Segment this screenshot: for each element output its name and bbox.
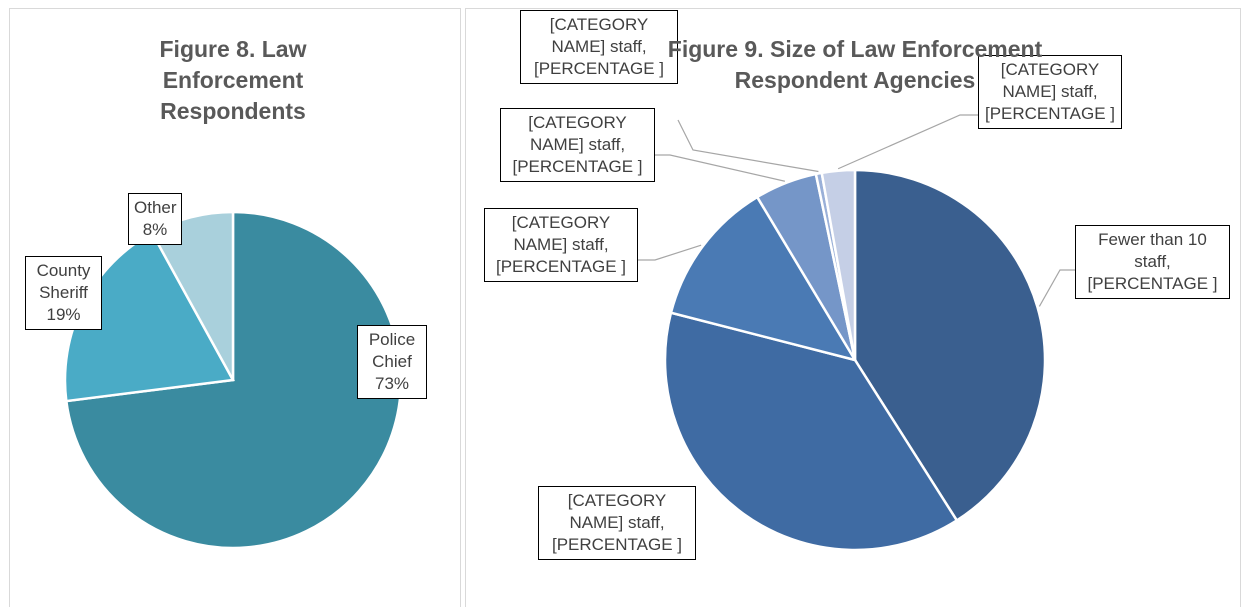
chart-title: Figure 8. Law Enforcement Respondents (159, 36, 307, 124)
leader-line (1038, 269, 1075, 307)
category-label: Police Chief (368, 330, 416, 371)
leader-line (638, 244, 702, 261)
data-label: [CATEGORY NAME] staff, [PERCENTAGE ] (978, 55, 1122, 129)
chart-panel (9, 8, 461, 607)
data-label: [CATEGORY NAME] staff, [PERCENTAGE ] (484, 208, 638, 282)
pie-slice (663, 311, 959, 552)
data-label-text: [CATEGORY NAME] staff, [PERCENTAGE ] (984, 60, 1116, 123)
pie-slice (820, 168, 857, 361)
data-label: Fewer than 10 staff, [PERCENTAGE ] (1075, 225, 1230, 299)
leader-line (837, 114, 978, 170)
pie-slice (669, 195, 858, 362)
category-label: County Sheriff (36, 261, 91, 302)
value-label: 8% (142, 220, 168, 239)
value-label: 19% (46, 305, 81, 324)
data-label-text: [CATEGORY NAME] staff, [PERCENTAGE ] (533, 15, 665, 78)
leader-line (677, 119, 819, 173)
data-label-text: [CATEGORY NAME] staff, [PERCENTAGE ] (512, 113, 643, 176)
chart-panel (465, 8, 1241, 607)
leader-line (655, 154, 786, 182)
data-label: [CATEGORY NAME] staff, [PERCENTAGE ] (538, 486, 696, 560)
category-label: Other (134, 198, 177, 217)
value-label: 73% (374, 374, 410, 393)
data-label-text: [CATEGORY NAME] staff, [PERCENTAGE ] (551, 491, 683, 554)
data-label: [CATEGORY NAME] staff, [PERCENTAGE ] (500, 108, 655, 182)
data-label: [CATEGORY NAME] staff, [PERCENTAGE ] (520, 10, 678, 84)
data-label: Police Chief 73% (357, 325, 427, 399)
data-label: County Sheriff 19% (25, 256, 102, 330)
chart-title: Figure 9. Size of Law Enforcement Respon… (667, 36, 1043, 93)
data-label: Other 8% (128, 193, 182, 245)
data-label-text: [CATEGORY NAME] staff, [PERCENTAGE ] (495, 213, 627, 276)
data-label-text: Fewer than 10 staff, [PERCENTAGE ] (1087, 230, 1218, 293)
